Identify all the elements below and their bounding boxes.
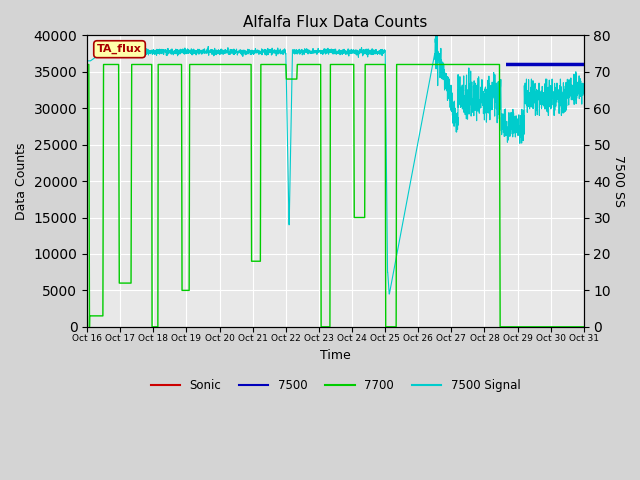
Y-axis label: Data Counts: Data Counts [15,143,28,220]
Legend: Sonic, 7500, 7700, 7500 Signal: Sonic, 7500, 7700, 7500 Signal [146,374,525,396]
Y-axis label: 7500 SS: 7500 SS [612,155,625,207]
Title: Alfalfa Flux Data Counts: Alfalfa Flux Data Counts [243,15,428,30]
X-axis label: Time: Time [320,349,351,362]
Text: TA_flux: TA_flux [97,44,142,54]
